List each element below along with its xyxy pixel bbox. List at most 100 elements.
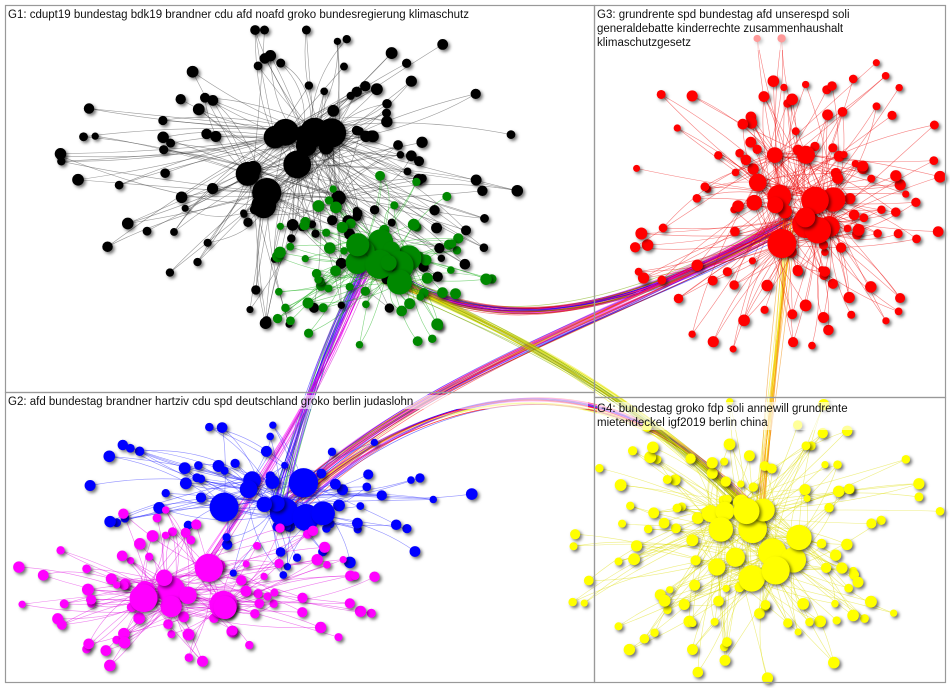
edge: [256, 205, 266, 324]
edge: [618, 552, 773, 627]
node: [243, 217, 253, 228]
node: [706, 457, 718, 469]
node: [731, 168, 740, 177]
node: [437, 287, 448, 298]
node: [872, 59, 880, 67]
node: [666, 586, 674, 594]
node: [733, 498, 760, 525]
node: [758, 91, 770, 102]
node: [240, 585, 252, 597]
edge: [774, 154, 941, 178]
node: [803, 494, 811, 503]
edge: [735, 557, 871, 602]
node: [641, 239, 654, 251]
node: [79, 132, 88, 142]
node: [710, 617, 719, 626]
node: [362, 300, 370, 309]
node: [891, 207, 901, 217]
node: [692, 666, 704, 678]
node: [827, 278, 838, 289]
node: [808, 341, 816, 350]
node: [360, 130, 372, 143]
node: [263, 592, 272, 601]
node: [210, 130, 222, 142]
node: [833, 460, 842, 469]
node: [160, 168, 170, 178]
edge: [274, 255, 375, 501]
node: [175, 191, 188, 204]
node: [105, 573, 117, 585]
node: [292, 553, 302, 562]
edge: [784, 198, 851, 215]
node: [178, 611, 190, 623]
node: [713, 595, 724, 607]
node: [663, 605, 672, 615]
node: [405, 75, 417, 87]
node: [595, 463, 604, 473]
edge: [60, 550, 224, 606]
node: [685, 453, 696, 464]
node: [251, 285, 261, 295]
node: [720, 476, 731, 487]
edge: [116, 506, 225, 523]
node: [748, 173, 767, 192]
node: [745, 117, 758, 129]
node: [935, 506, 945, 516]
node: [405, 150, 417, 162]
node: [895, 83, 903, 92]
node: [369, 571, 380, 582]
node: [644, 451, 657, 464]
edge: [204, 255, 370, 569]
node: [203, 238, 212, 247]
node: [794, 628, 802, 636]
group-label: G4: bundestag groko fdp soli annewill gr…: [597, 402, 917, 430]
node: [835, 242, 847, 253]
node: [118, 636, 131, 649]
node: [222, 533, 231, 542]
node: [801, 441, 811, 451]
node: [352, 206, 361, 215]
node: [401, 58, 412, 68]
node: [250, 609, 260, 619]
node: [743, 450, 755, 462]
node: [656, 89, 666, 99]
node: [260, 572, 268, 581]
node: [375, 170, 386, 181]
node: [13, 561, 25, 573]
edge: [661, 196, 780, 281]
node: [895, 292, 906, 304]
edge: [792, 230, 819, 343]
node: [274, 558, 284, 569]
node: [688, 619, 697, 627]
node: [623, 643, 636, 656]
node: [376, 490, 387, 501]
edge: [753, 89, 828, 203]
node: [324, 196, 334, 205]
node: [648, 507, 660, 519]
edge: [139, 450, 304, 484]
node: [314, 275, 323, 284]
node: [658, 517, 670, 529]
node: [350, 571, 360, 580]
edge: [266, 154, 401, 193]
node: [318, 303, 328, 313]
node: [345, 250, 369, 274]
node: [274, 246, 286, 259]
node: [102, 241, 113, 252]
node: [360, 286, 370, 296]
node: [748, 482, 758, 492]
node: [828, 143, 838, 153]
node: [250, 25, 261, 35]
node: [191, 519, 202, 530]
node: [324, 284, 333, 293]
node: [183, 520, 193, 530]
node: [339, 556, 347, 564]
node: [911, 197, 921, 207]
node: [737, 118, 749, 130]
node: [816, 538, 827, 549]
node: [299, 117, 330, 148]
node: [303, 328, 314, 338]
node: [213, 595, 237, 620]
node: [270, 588, 279, 597]
edge: [751, 578, 894, 614]
